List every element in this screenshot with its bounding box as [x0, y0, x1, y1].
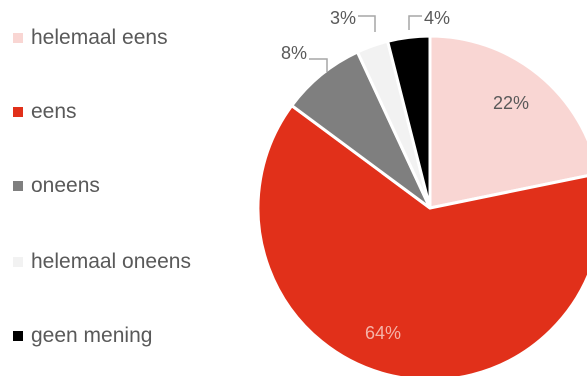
- legend-swatch: [13, 181, 23, 191]
- pie-slice: [428, 34, 587, 210]
- legend-label: helemaal eens: [31, 26, 168, 49]
- legend-item: eens: [13, 100, 77, 124]
- legend-label: geen mening: [31, 324, 153, 347]
- legend-swatch: [13, 33, 23, 43]
- legend-label: oneens: [31, 174, 100, 197]
- data-label: 22%: [493, 93, 529, 113]
- legend-swatch: [13, 257, 23, 267]
- data-label: 4%: [424, 8, 450, 28]
- legend-item: helemaal eens: [13, 26, 168, 50]
- legend-item: helemaal oneens: [13, 250, 191, 274]
- data-label: 64%: [365, 323, 401, 343]
- legend-swatch: [13, 107, 23, 117]
- legend-label: helemaal oneens: [31, 250, 191, 273]
- pie-slice: [386, 34, 432, 210]
- data-label: 3%: [330, 8, 356, 28]
- legend-item: oneens: [13, 174, 100, 198]
- leader-line: [309, 58, 328, 72]
- data-label: 8%: [281, 43, 307, 63]
- legend-item: geen mening: [13, 324, 152, 348]
- legend-swatch: [13, 331, 23, 341]
- legend-label: eens: [31, 100, 77, 123]
- leader-line: [358, 15, 376, 32]
- leader-line: [408, 15, 422, 30]
